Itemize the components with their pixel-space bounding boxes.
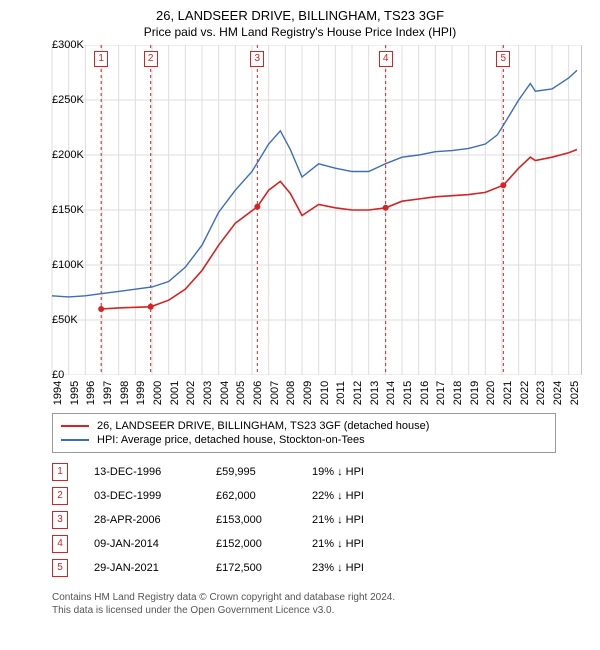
x-tick-label: 2011 <box>335 381 347 405</box>
sale-row: 1 13-DEC-1996 £59,995 19% ↓ HPI <box>52 463 592 481</box>
sale-pct: 21% ↓ HPI <box>312 514 402 526</box>
legend-swatch-property <box>61 425 89 427</box>
sale-badge: 2 <box>52 487 68 505</box>
x-tick-label: 2008 <box>285 381 297 405</box>
sale-marker-badge: 1 <box>94 51 108 67</box>
x-tick-label: 1998 <box>119 381 131 405</box>
x-tick-label: 2005 <box>235 381 247 405</box>
sale-badge: 3 <box>52 511 68 529</box>
x-tick-label: 2002 <box>185 381 197 405</box>
x-tick-label: 2013 <box>369 381 381 405</box>
sale-row: 2 03-DEC-1999 £62,000 22% ↓ HPI <box>52 487 592 505</box>
x-tick-label: 1994 <box>52 381 64 405</box>
sale-marker-badge: 2 <box>144 51 158 67</box>
x-tick-label: 2010 <box>319 381 331 405</box>
x-tick-label: 1999 <box>135 381 147 405</box>
x-tick-label: 2017 <box>435 381 447 405</box>
x-tick-label: 2020 <box>485 381 497 405</box>
x-tick-label: 2004 <box>219 381 231 405</box>
price-chart: £0£50K£100K£150K£200K£250K£300K 19941995… <box>8 45 592 375</box>
x-tick-label: 2015 <box>402 381 414 405</box>
sale-pct: 23% ↓ HPI <box>312 562 402 574</box>
sale-date: 13-DEC-1996 <box>94 466 190 478</box>
sale-date: 09-JAN-2014 <box>94 538 190 550</box>
legend-row-property: 26, LANDSEER DRIVE, BILLINGHAM, TS23 3GF… <box>61 420 547 432</box>
sale-pct: 21% ↓ HPI <box>312 538 402 550</box>
x-tick-label: 2024 <box>552 381 564 405</box>
sale-badge: 5 <box>52 559 68 577</box>
legend-label-property: 26, LANDSEER DRIVE, BILLINGHAM, TS23 3GF… <box>97 420 429 432</box>
sale-row: 5 29-JAN-2021 £172,500 23% ↓ HPI <box>52 559 592 577</box>
sales-table: 1 13-DEC-1996 £59,995 19% ↓ HPI 2 03-DEC-1999… <box>52 463 592 577</box>
x-tick-label: 2022 <box>519 381 531 405</box>
x-tick-label: 1996 <box>85 381 97 405</box>
x-tick-label: 2014 <box>385 381 397 405</box>
sale-badge: 4 <box>52 535 68 553</box>
sale-row: 3 28-APR-2006 £153,000 21% ↓ HPI <box>52 511 592 529</box>
footer-line1: Contains HM Land Registry data © Crown c… <box>52 591 592 604</box>
sale-marker-badge: 5 <box>496 51 510 67</box>
sale-row: 4 09-JAN-2014 £152,000 21% ↓ HPI <box>52 535 592 553</box>
footer: Contains HM Land Registry data © Crown c… <box>52 591 592 617</box>
x-tick-label: 2016 <box>419 381 431 405</box>
sale-price: £59,995 <box>216 466 286 478</box>
x-tick-label: 2009 <box>302 381 314 405</box>
x-tick-label: 1997 <box>102 381 114 405</box>
sale-marker-badge: 4 <box>379 51 393 67</box>
x-tick-label: 2021 <box>502 381 514 405</box>
sale-date: 28-APR-2006 <box>94 514 190 526</box>
x-tick-label: 1995 <box>69 381 81 405</box>
sale-price: £62,000 <box>216 490 286 502</box>
sale-marker-badge: 3 <box>250 51 264 67</box>
x-tick-label: 2007 <box>269 381 281 405</box>
chart-svg <box>8 45 582 375</box>
sale-pct: 19% ↓ HPI <box>312 466 402 478</box>
x-tick-label: 2001 <box>169 381 181 405</box>
title-line1: 26, LANDSEER DRIVE, BILLINGHAM, TS23 3GF <box>8 8 592 23</box>
x-tick-label: 2018 <box>452 381 464 405</box>
x-tick-label: 2012 <box>352 381 364 405</box>
sale-price: £152,000 <box>216 538 286 550</box>
sale-price: £153,000 <box>216 514 286 526</box>
sale-date: 03-DEC-1999 <box>94 490 190 502</box>
legend-swatch-hpi <box>61 439 89 441</box>
x-tick-label: 2019 <box>469 381 481 405</box>
legend: 26, LANDSEER DRIVE, BILLINGHAM, TS23 3GF… <box>52 413 556 453</box>
sale-badge: 1 <box>52 463 68 481</box>
sale-date: 29-JAN-2021 <box>94 562 190 574</box>
x-tick-label: 2023 <box>535 381 547 405</box>
x-tick-label: 2003 <box>202 381 214 405</box>
sale-pct: 22% ↓ HPI <box>312 490 402 502</box>
x-tick-label: 2025 <box>569 381 581 405</box>
legend-label-hpi: HPI: Average price, detached house, Stoc… <box>97 434 365 446</box>
x-tick-label: 2006 <box>252 381 264 405</box>
title-line2: Price paid vs. HM Land Registry's House … <box>8 25 592 39</box>
footer-line2: This data is licensed under the Open Gov… <box>52 604 592 617</box>
sale-price: £172,500 <box>216 562 286 574</box>
x-tick-label: 2000 <box>152 381 164 405</box>
legend-row-hpi: HPI: Average price, detached house, Stoc… <box>61 434 547 446</box>
